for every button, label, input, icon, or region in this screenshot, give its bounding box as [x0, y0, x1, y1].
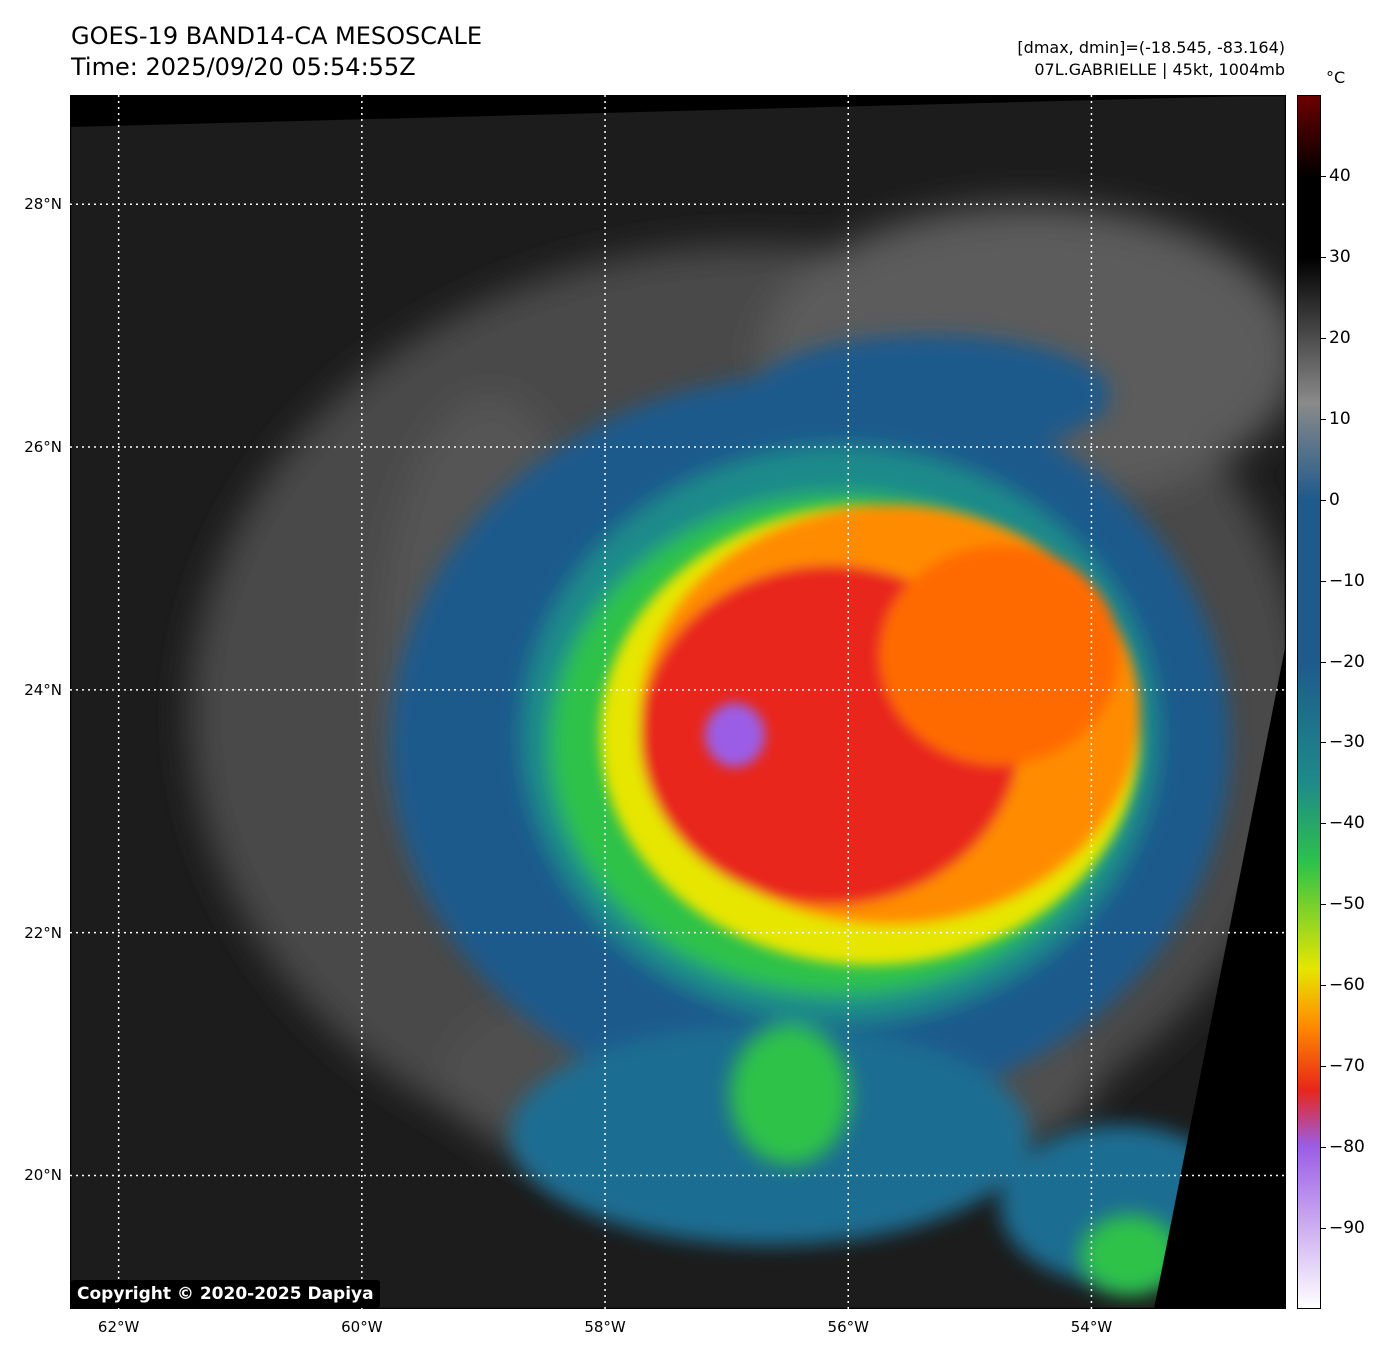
lat-label: 20°N [24, 1166, 62, 1185]
map-title: GOES-19 BAND14-CA MESOSCALE [71, 22, 482, 50]
colorbar-tick-label: −10 [1329, 570, 1365, 591]
map-time: Time: 2025/09/20 05:54:55Z [71, 53, 416, 81]
colorbar-tick-label: −50 [1329, 894, 1365, 915]
colorbar-tick [1321, 904, 1326, 906]
lat-label: 22°N [24, 923, 62, 942]
lon-label: 60°W [341, 1318, 383, 1336]
no-data-top [70, 95, 1286, 127]
copyright-badge: Copyright © 2020-2025 Dapiya [71, 1280, 380, 1308]
cold-cloud-tops [600, 505, 1140, 965]
colorbar-tick [1321, 661, 1326, 663]
colorbar-tick-label: −90 [1329, 1218, 1365, 1239]
colorbar-tick [1321, 985, 1326, 987]
colorbar-tick-label: 10 [1329, 408, 1351, 429]
lat-label: 28°N [24, 195, 62, 214]
colorbar-tick [1321, 1066, 1326, 1068]
colorbar-tick [1321, 580, 1326, 582]
colorbar-tick-label: 30 [1329, 246, 1351, 267]
colorbar-tick-label: −70 [1329, 1056, 1365, 1077]
gridlines [70, 95, 1286, 1309]
colorbar-tick [1321, 175, 1326, 177]
temperature-range-text: [dmax, dmin]=(-18.545, -83.164) [1017, 38, 1285, 57]
lon-label: 62°W [97, 1318, 140, 1336]
colorbar-tick [1321, 1147, 1326, 1149]
no-data-right [1154, 643, 1286, 1309]
colorbar-tick-label: −60 [1329, 975, 1365, 996]
colorbar-tick-label: −20 [1329, 651, 1365, 672]
colorbar-tick [1321, 337, 1326, 339]
colorbar-tick [1321, 1228, 1326, 1230]
colorbar-tick-label: −40 [1329, 813, 1365, 834]
colorbar-tick [1321, 823, 1326, 825]
colorbar-tick-label: 0 [1329, 489, 1340, 510]
colorbar-tick [1321, 418, 1326, 420]
lon-label: 54°W [1070, 1318, 1113, 1336]
coldest-core [705, 703, 765, 767]
lon-label: 58°W [584, 1318, 626, 1336]
satellite-map [70, 95, 1286, 1309]
colorbar-tick-label: −30 [1329, 732, 1365, 753]
colorbar-tick-label: −80 [1329, 1137, 1365, 1158]
colorbar-unit: °C [1326, 68, 1346, 87]
storm-info-text: 07L.GABRIELLE | 45kt, 1004mb [1034, 60, 1285, 79]
colorbar-tick [1321, 256, 1326, 258]
lat-label: 24°N [24, 680, 62, 699]
colorbar-tick [1321, 499, 1326, 501]
lat-label: 26°N [24, 438, 62, 457]
colorbar-tick-label: 40 [1329, 165, 1351, 186]
colorbar-tick [1321, 742, 1326, 744]
lon-label: 56°W [827, 1318, 869, 1336]
colorbar [1297, 95, 1321, 1309]
colorbar-tick-label: 20 [1329, 327, 1351, 348]
